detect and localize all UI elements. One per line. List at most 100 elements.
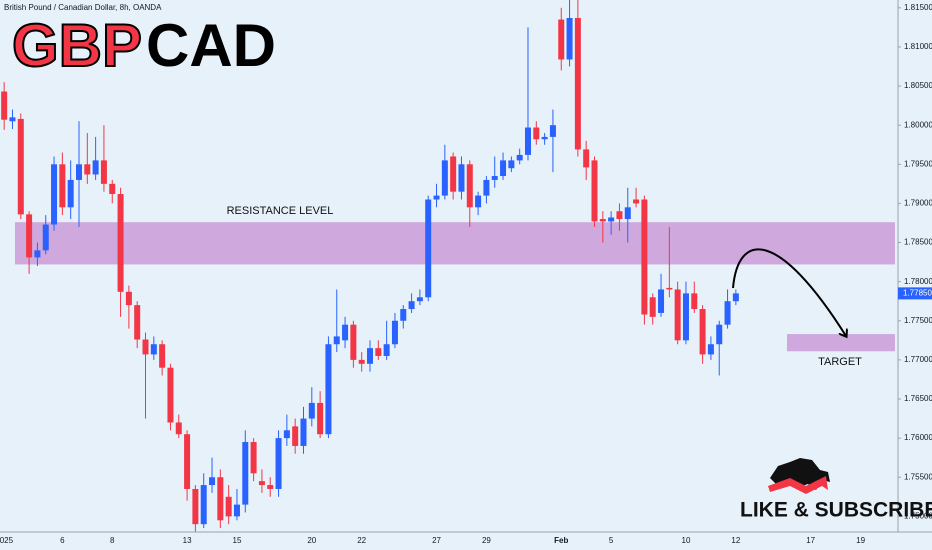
candle-body: [450, 156, 457, 192]
candle-body: [508, 160, 515, 169]
candle-body: [59, 164, 66, 208]
y-tick-label: 1.81000: [904, 42, 932, 51]
candle-body: [225, 496, 232, 517]
candle-body: [466, 164, 473, 208]
zones: RESISTANCE LEVEL TARGET: [15, 205, 895, 368]
candle-body: [292, 426, 299, 446]
candle-body: [732, 293, 739, 302]
x-tick-label: 15: [233, 536, 242, 545]
y-tick-label: 1.75000: [904, 511, 932, 520]
price-label: 1.77850: [903, 288, 932, 297]
candle-body: [533, 127, 540, 140]
candle-body: [391, 320, 398, 345]
candle-body: [416, 297, 423, 302]
x-tick-label: 6: [60, 536, 65, 545]
candle-body: [342, 324, 349, 341]
candle-body: [658, 289, 665, 313]
y-tick-label: 1.80500: [904, 81, 932, 90]
x-tick-label: 12: [731, 536, 740, 545]
candle-body: [317, 402, 324, 435]
x-tick-label: 22: [357, 536, 366, 545]
candle-body: [633, 199, 640, 204]
x-tick-label: 10: [682, 536, 691, 545]
y-tick-label: 1.79500: [904, 159, 932, 168]
x-tick-label: 20: [307, 536, 316, 545]
candle-body: [599, 219, 606, 222]
candle-body: [26, 214, 33, 258]
candle-body: [475, 195, 482, 208]
candle-body: [275, 438, 282, 489]
y-tick-label: 1.76000: [904, 433, 932, 442]
candle-body: [491, 176, 498, 180]
x-tick-label: 2025: [0, 536, 14, 545]
x-tick-label: 27: [432, 536, 441, 545]
candle-body: [258, 481, 265, 486]
candle-body: [92, 160, 99, 175]
candle-body: [1, 91, 8, 120]
candle-body: [566, 17, 573, 60]
candle-body: [184, 434, 191, 489]
candle-body: [300, 418, 307, 446]
candle-body: [150, 344, 157, 355]
y-axis: 1.81500 1.81000 1.80500 1.80000 1.79500 1.790…: [898, 3, 932, 520]
candle-body: [624, 207, 631, 220]
candle-body: [666, 287, 673, 290]
x-tick-label: 8: [110, 536, 115, 545]
candle-body: [167, 367, 174, 423]
candle-body: [84, 164, 91, 175]
y-tick-label: 1.80000: [904, 120, 932, 129]
candle-body: [541, 136, 548, 140]
candle-body: [682, 293, 689, 341]
candle-body: [674, 289, 681, 341]
y-tick-label: 1.81500: [904, 3, 932, 12]
candle-body: [67, 179, 74, 208]
candle-body: [192, 488, 199, 525]
candle-body: [699, 309, 706, 355]
y-tick-label: 1.77000: [904, 355, 932, 364]
candle-body: [583, 149, 590, 168]
x-axis: 2025 6 8 13 15 20 22 27 29 Feb 5 10 12 17 19: [0, 536, 866, 545]
x-tick-label: 17: [806, 536, 815, 545]
candle-body: [308, 402, 315, 419]
candle-body: [134, 305, 141, 340]
x-tick-label: Feb: [554, 536, 568, 545]
candle-body: [333, 336, 340, 345]
candle-body: [109, 183, 116, 195]
candle-body: [159, 344, 166, 368]
x-tick-label: 29: [482, 536, 491, 545]
candle-body: [441, 160, 448, 196]
like-subscribe: LIKE & SUBSCRIBE: [740, 499, 932, 522]
candle-body: [42, 224, 49, 251]
candle-body: [691, 293, 698, 310]
candle-body: [591, 160, 598, 222]
candle-body: [175, 422, 182, 435]
candle-body: [242, 442, 249, 505]
candle-body: [233, 504, 240, 517]
candle-body: [125, 291, 132, 306]
candle-body: [358, 359, 365, 364]
y-tick-label: 1.77500: [904, 316, 932, 325]
candle-body: [267, 485, 274, 489]
candle-body: [100, 160, 107, 184]
candle-body: [616, 211, 623, 220]
candle-body: [649, 297, 656, 317]
y-tick-label: 1.78500: [904, 238, 932, 247]
price-label-box: [898, 287, 932, 300]
candle-body: [200, 485, 207, 525]
title-quote: CAD: [146, 12, 276, 79]
candle-body: [75, 164, 82, 180]
zone: [787, 334, 895, 352]
candle-body: [283, 430, 290, 439]
candle-body: [9, 117, 16, 122]
y-tick-label: 1.75500: [904, 472, 932, 481]
zone: [15, 222, 895, 265]
candle-body: [641, 199, 648, 315]
candle-body: [383, 344, 390, 356]
candle-body: [17, 118, 24, 215]
x-tick-label: 13: [183, 536, 192, 545]
candle-body: [574, 17, 581, 150]
x-tick-label: 5: [609, 536, 614, 545]
